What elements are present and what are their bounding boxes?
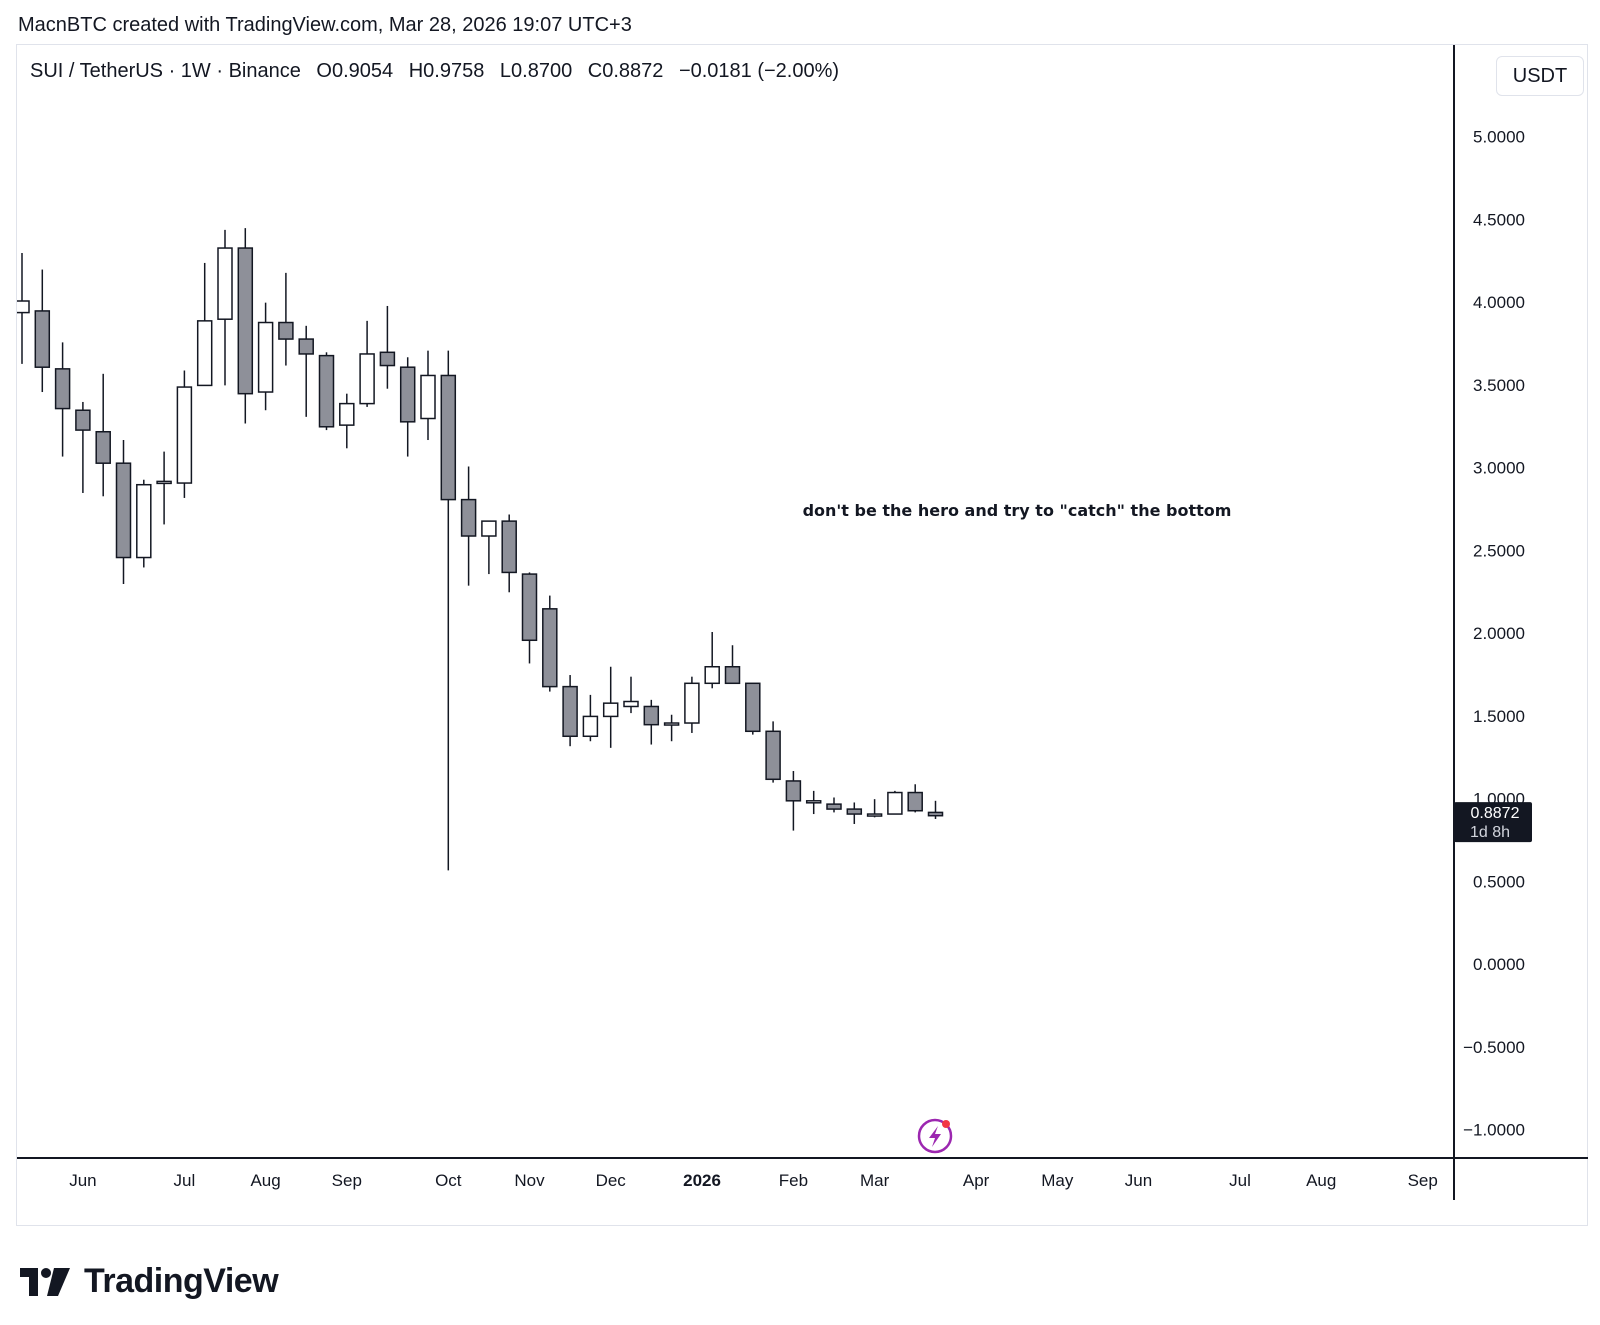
tradingview-logo[interactable]: TradingView	[20, 1262, 279, 1301]
chart-annotation: don't be the hero and try to "catch" the…	[803, 501, 1232, 520]
y-tick-label: −0.5000	[1463, 1038, 1525, 1057]
y-tick-label: 2.0000	[1473, 624, 1525, 643]
y-tick-label: 4.5000	[1473, 210, 1525, 229]
candle-body-down[interactable]	[95, 430, 111, 464]
x-tick-label: Nov	[514, 1171, 545, 1190]
lightning-bolt-glyph	[929, 1126, 941, 1147]
candle-body-down[interactable]	[643, 705, 660, 726]
candle-body-up[interactable]	[481, 520, 497, 537]
candle-body-up[interactable]	[663, 722, 680, 726]
y-tick-label: 5.0000	[1473, 128, 1525, 147]
candle-body-down[interactable]	[54, 368, 71, 410]
x-tick-label: Sep	[1408, 1171, 1438, 1190]
candle-body-down[interactable]	[785, 780, 802, 802]
candle-body-down[interactable]	[379, 351, 396, 367]
candle-body-up[interactable]	[420, 374, 436, 420]
ohlc-open: O0.9054	[316, 60, 394, 82]
y-tick-label: 4.0000	[1473, 293, 1525, 312]
x-tick-label: Oct	[435, 1171, 462, 1190]
candle-body-up[interactable]	[257, 321, 274, 393]
notification-dot	[942, 1120, 950, 1128]
y-tick-label: 3.5000	[1473, 376, 1525, 395]
x-tick-label: Aug	[250, 1171, 280, 1190]
candle-body-down[interactable]	[562, 685, 578, 738]
candle-countdown: 1d 8h	[1470, 824, 1510, 841]
candle-body-down[interactable]	[542, 608, 558, 688]
x-tick-label: Feb	[779, 1171, 808, 1190]
candle-body-down[interactable]	[724, 666, 741, 685]
x-tick-label: May	[1041, 1171, 1074, 1190]
symbol-name[interactable]: SUI / TetherUS · 1W · Binance	[30, 60, 301, 82]
candle-body-down[interactable]	[298, 338, 314, 355]
x-tick-label: Mar	[860, 1171, 890, 1190]
candle-body-down[interactable]	[75, 409, 91, 431]
tradingview-logo-icon	[20, 1267, 70, 1296]
x-tick-label: Aug	[1306, 1171, 1336, 1190]
symbol-legend: SUI / TetherUS · 1W · Binance O0.9054 H0…	[30, 60, 849, 83]
candle-body-up[interactable]	[217, 247, 233, 320]
candle-body-down[interactable]	[460, 498, 477, 537]
ohlc-change: −0.0181 (−2.00%)	[678, 60, 840, 82]
candle-body-down[interactable]	[237, 247, 254, 395]
x-tick-label: Jun	[1125, 1171, 1152, 1190]
last-price-label-bg	[1454, 802, 1532, 843]
candle-body-down[interactable]	[115, 462, 132, 559]
candle-body-up[interactable]	[582, 715, 599, 738]
last-price-value: 0.8872	[1471, 805, 1520, 822]
candle-body-up[interactable]	[176, 386, 193, 484]
candle-body-down[interactable]	[399, 366, 416, 423]
candle-body-up[interactable]	[136, 483, 152, 559]
candle-body-down[interactable]	[501, 520, 517, 574]
candle-body-up[interactable]	[156, 480, 172, 485]
currency-button[interactable]: USDT	[1496, 56, 1584, 96]
candle-body-down[interactable]	[846, 808, 863, 815]
y-tick-label: 2.5000	[1473, 541, 1525, 560]
tradingview-logo-text: TradingView	[84, 1262, 279, 1300]
candle-body-down[interactable]	[34, 310, 51, 368]
y-tick-label: 0.0000	[1473, 955, 1525, 974]
candle-body-up[interactable]	[805, 800, 822, 804]
candle-body-up[interactable]	[339, 402, 355, 426]
x-tick-label: Sep	[332, 1171, 362, 1190]
candle-body-up[interactable]	[196, 320, 213, 387]
chart-credit: MacnBTC created with TradingView.com, Ma…	[18, 14, 632, 36]
candle-body-down[interactable]	[318, 354, 335, 428]
candle-body-up[interactable]	[866, 813, 883, 817]
candle-body-down[interactable]	[521, 573, 538, 642]
candle-body-down[interactable]	[745, 682, 761, 733]
y-tick-label: 1.5000	[1473, 707, 1525, 726]
candle-body-up[interactable]	[623, 700, 639, 708]
candle-body-up[interactable]	[704, 666, 720, 685]
x-tick-label: Jul	[1229, 1171, 1251, 1190]
candle-body-down[interactable]	[765, 730, 781, 781]
x-tick-label: Jun	[69, 1171, 96, 1190]
ohlc-high: H0.9758	[408, 60, 485, 82]
x-tick-label: Apr	[963, 1171, 990, 1190]
x-tick-label: Jul	[174, 1171, 196, 1190]
x-tick-label: 2026	[683, 1171, 721, 1190]
candle-body-down[interactable]	[927, 811, 944, 817]
y-tick-label: −1.0000	[1463, 1121, 1525, 1140]
y-tick-label: 0.5000	[1473, 872, 1525, 891]
chart-frame	[16, 44, 1588, 1226]
candle-body-down[interactable]	[440, 374, 457, 501]
candle-body-up[interactable]	[15, 300, 30, 314]
candle-body-up[interactable]	[684, 682, 700, 724]
candle-body-down[interactable]	[826, 803, 842, 810]
candle-body-up[interactable]	[359, 353, 375, 405]
candle-body-down[interactable]	[278, 321, 294, 340]
ohlc-close: C0.8872	[587, 60, 664, 82]
candles-group	[15, 228, 944, 871]
y-tick-label: 3.0000	[1473, 459, 1525, 478]
candle-body-up[interactable]	[887, 791, 903, 815]
candle-body-down[interactable]	[907, 791, 923, 812]
candle-body-up[interactable]	[602, 702, 619, 718]
x-tick-label: Dec	[596, 1171, 627, 1190]
ohlc-low: L0.8700	[499, 60, 573, 82]
